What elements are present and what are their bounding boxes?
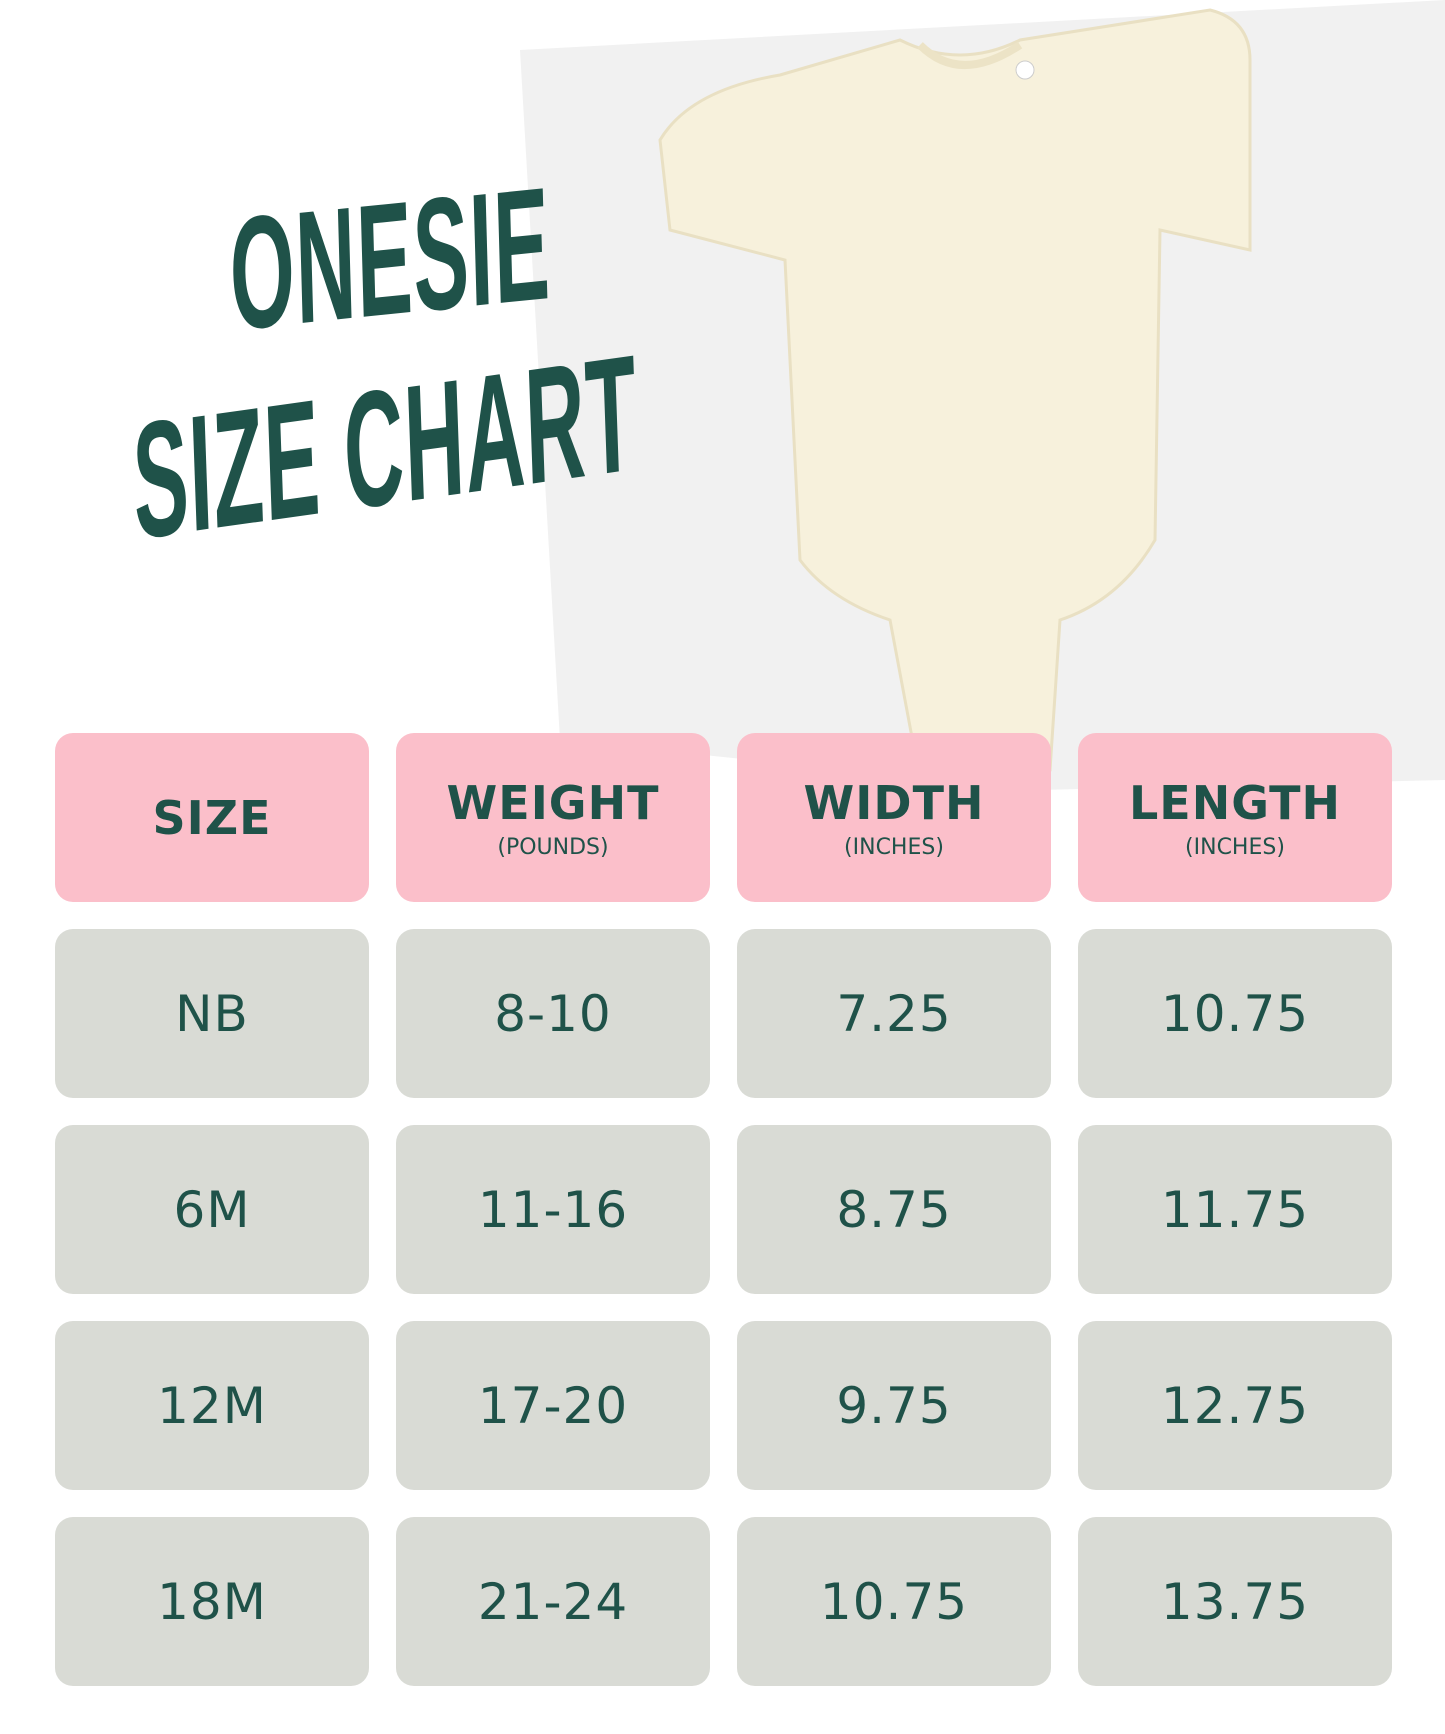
table-cell: 17-20 bbox=[396, 1321, 710, 1490]
table-cell: 10.75 bbox=[1078, 929, 1392, 1098]
size-table: SIZE WEIGHT (POUNDS) WIDTH (INCHES) LENGTH… bbox=[55, 733, 1393, 1686]
table-cell: 10.75 bbox=[737, 1517, 1051, 1686]
header-weight: WEIGHT (POUNDS) bbox=[396, 733, 710, 902]
header-label: WIDTH bbox=[803, 775, 985, 830]
header-label: WEIGHT bbox=[446, 775, 660, 830]
table-cell: 8.75 bbox=[737, 1125, 1051, 1294]
header-label: SIZE bbox=[152, 790, 272, 845]
table-cell: 21-24 bbox=[396, 1517, 710, 1686]
header-label: LENGTH bbox=[1128, 775, 1342, 830]
table-cell: 18M bbox=[55, 1517, 369, 1686]
header-size: SIZE bbox=[55, 733, 369, 902]
header-unit: (INCHES) bbox=[844, 834, 944, 860]
table-cell: 11.75 bbox=[1078, 1125, 1392, 1294]
table-cell: NB bbox=[55, 929, 369, 1098]
header-unit: (POUNDS) bbox=[497, 834, 609, 860]
table-cell: 12M bbox=[55, 1321, 369, 1490]
table-cell: 12.75 bbox=[1078, 1321, 1392, 1490]
table-cell: 7.25 bbox=[737, 929, 1051, 1098]
table-cell: 11-16 bbox=[396, 1125, 710, 1294]
onesie-photo bbox=[658, 8, 1252, 782]
header-length: LENGTH (INCHES) bbox=[1078, 733, 1392, 902]
table-cell: 8-10 bbox=[396, 929, 710, 1098]
header-width: WIDTH (INCHES) bbox=[737, 733, 1051, 902]
table-cell: 9.75 bbox=[737, 1321, 1051, 1490]
table-cell: 13.75 bbox=[1078, 1517, 1392, 1686]
header-unit: (INCHES) bbox=[1185, 834, 1285, 860]
title-line-1: ONESIE bbox=[227, 152, 553, 364]
table-cell: 6M bbox=[55, 1125, 369, 1294]
